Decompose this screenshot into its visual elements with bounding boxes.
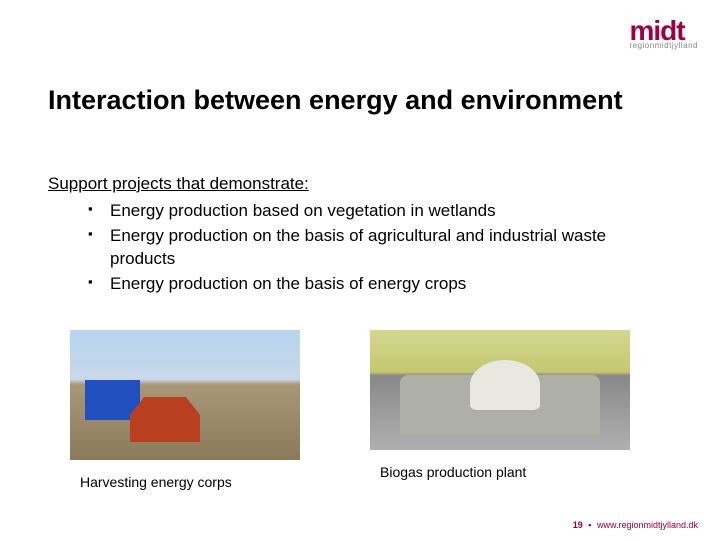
bullet-list: Energy production based on vegetation in…	[88, 200, 670, 298]
page-number: 19	[573, 520, 583, 530]
slide-title: Interaction between energy and environme…	[48, 86, 623, 116]
bullet-item: Energy production on the basis of agricu…	[88, 225, 670, 271]
image-biogas	[370, 330, 630, 450]
footer-url: www.regionmidtjylland.dk	[597, 520, 698, 530]
image-block-2: Biogas production plant	[370, 330, 630, 490]
image-caption: Harvesting energy corps	[80, 474, 300, 490]
intro-text: Support projects that demonstrate:	[48, 174, 309, 194]
image-block-1: Harvesting energy corps	[70, 330, 300, 490]
logo-main-text: midt	[629, 18, 698, 43]
image-row: Harvesting energy corps Biogas productio…	[70, 330, 670, 490]
image-harvesting	[70, 330, 300, 460]
slide-footer: 19 ▪ www.regionmidtjylland.dk	[573, 520, 698, 530]
brand-logo: midt regionmidtjylland	[629, 18, 698, 50]
image-caption: Biogas production plant	[380, 464, 630, 480]
bullet-item: Energy production based on vegetation in…	[88, 200, 670, 223]
bullet-item: Energy production on the basis of energy…	[88, 273, 670, 296]
footer-separator: ▪	[588, 520, 591, 530]
logo-sub-text: regionmidtjylland	[629, 41, 698, 50]
